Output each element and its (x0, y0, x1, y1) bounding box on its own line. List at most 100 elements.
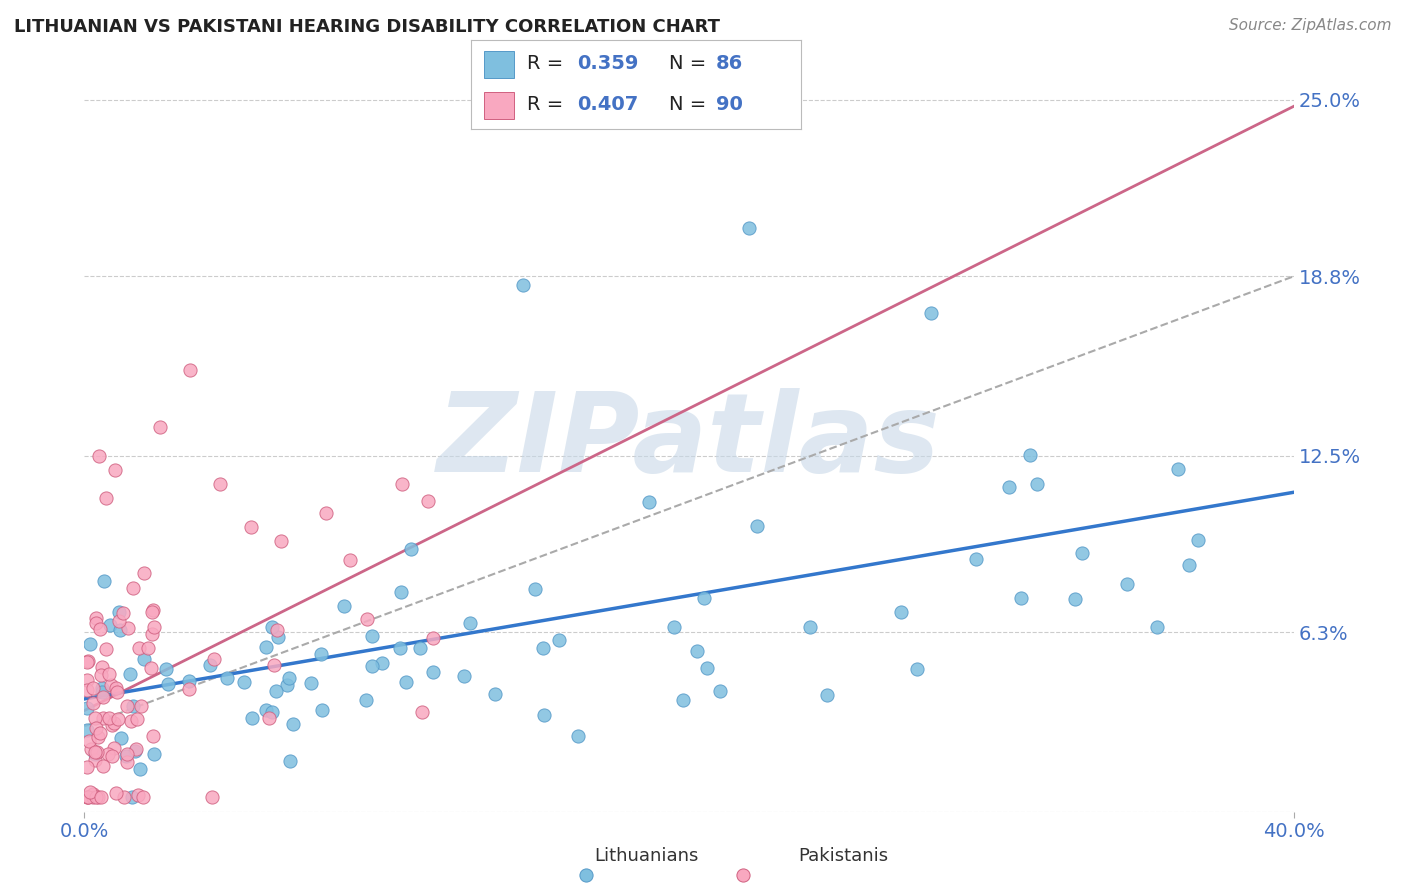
Point (86, 615, 108, 630)
Point (142, 620, 165, 634)
Point (89, 725, 111, 739)
Text: 90: 90 (716, 95, 742, 114)
Point (257, 711, 280, 725)
Point (76, 790, 98, 805)
Point (533, 641, 555, 656)
Point (202, 652, 225, 666)
Point (671, 693, 693, 707)
Point (201, 790, 224, 805)
Point (209, 477, 232, 491)
Point (87, 730, 110, 744)
Point (389, 585, 412, 599)
Point (266, 624, 288, 638)
Point (239, 520, 262, 534)
Point (117, 747, 139, 761)
Point (86, 721, 108, 735)
Point (399, 542, 422, 557)
Point (125, 742, 148, 756)
Point (110, 731, 132, 745)
Point (83, 711, 105, 725)
Point (139, 661, 162, 675)
Point (124, 744, 146, 758)
Point (134, 566, 156, 580)
Point (267, 630, 290, 644)
FancyBboxPatch shape (484, 51, 515, 78)
Point (533, 707, 555, 722)
Point (94, 491, 117, 506)
Point (128, 788, 150, 802)
Point (104, 681, 127, 695)
Text: LITHUANIAN VS PAKISTANI HEARING DISABILITY CORRELATION CHART: LITHUANIAN VS PAKISTANI HEARING DISABILI… (14, 18, 720, 36)
Point (112, 790, 135, 805)
Point (179, 674, 201, 689)
Point (128, 640, 150, 655)
Point (254, 640, 277, 654)
Point (709, 683, 731, 698)
Point (101, 749, 124, 764)
Text: Lithuanians: Lithuanians (595, 847, 699, 865)
Point (270, 534, 292, 549)
Point (548, 633, 571, 648)
Point (422, 631, 444, 645)
Point (98, 711, 121, 725)
Point (198, 657, 221, 672)
Point (264, 684, 287, 698)
Point (391, 477, 413, 491)
Point (76, 701, 98, 715)
Point (356, 612, 378, 626)
Point (98, 666, 121, 681)
Point (1070, 546, 1092, 560)
Point (127, 713, 149, 727)
Point (512, 277, 534, 292)
Point (91, 681, 114, 695)
Point (686, 644, 709, 658)
Point (260, 705, 283, 719)
Point (1146, 619, 1168, 633)
Point (134, 652, 156, 666)
Point (484, 687, 506, 701)
Point (76, 760, 98, 774)
Point (339, 553, 361, 567)
Point (693, 591, 716, 606)
Point (361, 658, 384, 673)
Point (115, 698, 138, 713)
Point (100, 718, 122, 732)
Point (89, 622, 111, 636)
Point (361, 629, 384, 643)
Point (409, 641, 432, 656)
Point (1167, 461, 1189, 475)
Text: R =: R = (527, 54, 564, 73)
Text: 0.407: 0.407 (576, 95, 638, 114)
Point (142, 747, 165, 761)
Point (91, 690, 114, 705)
Point (104, 463, 127, 477)
Point (541, 107, 564, 121)
Point (890, 606, 912, 620)
Point (371, 656, 394, 670)
Point (79, 785, 101, 799)
Point (120, 714, 142, 728)
Point (141, 627, 163, 641)
Point (117, 622, 139, 636)
Point (103, 741, 125, 756)
Point (76, 682, 98, 697)
Point (453, 669, 475, 683)
Point (122, 582, 145, 596)
FancyBboxPatch shape (484, 92, 515, 119)
Point (91, 711, 114, 725)
Point (418, 493, 440, 508)
Point (299, 676, 322, 690)
Point (1025, 477, 1047, 491)
Point (356, 693, 378, 707)
Point (76, 655, 98, 669)
Point (233, 674, 256, 689)
Point (90, 790, 112, 805)
Point (1116, 577, 1139, 591)
Point (111, 606, 134, 620)
Point (156, 677, 179, 691)
Point (97, 747, 120, 761)
Text: N =: N = (669, 54, 706, 73)
Point (76, 790, 98, 805)
Text: N =: N = (669, 95, 706, 114)
Point (240, 711, 263, 725)
